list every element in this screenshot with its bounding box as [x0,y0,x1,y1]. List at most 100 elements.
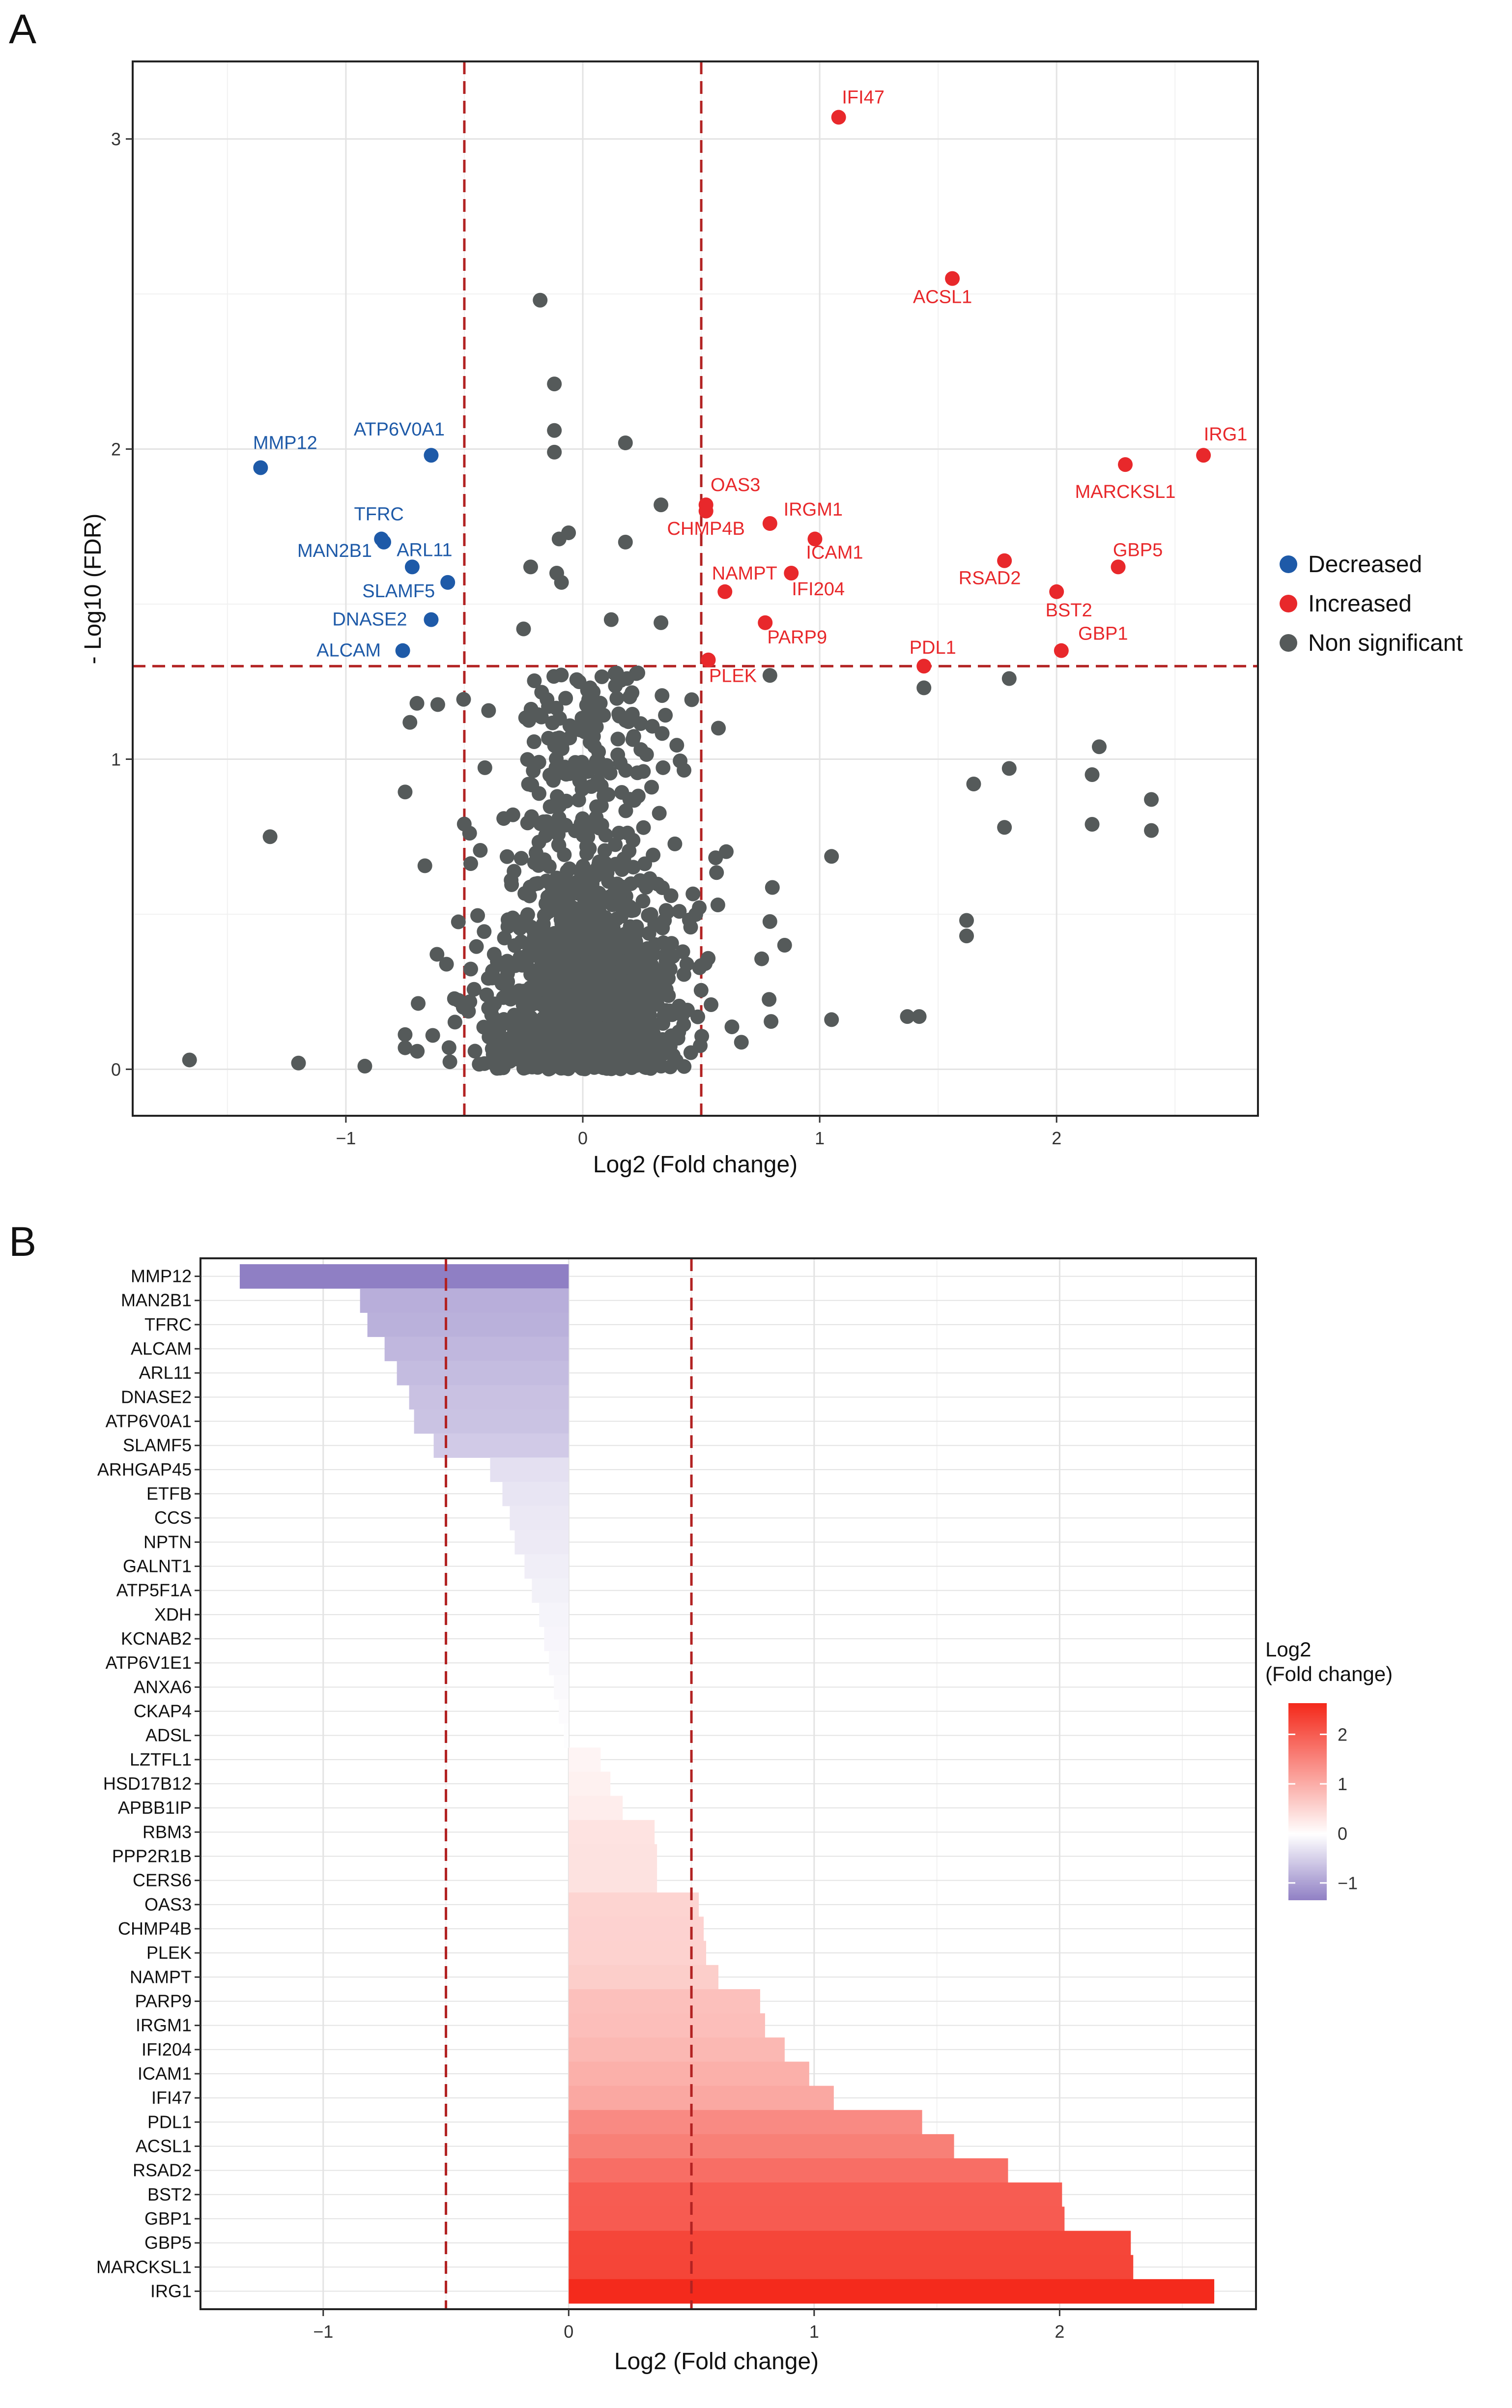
point-increased [762,516,777,531]
point-increased [1054,643,1069,658]
bar-ppp2r1b [569,1844,657,1869]
point-non-significant [606,921,621,936]
point-non-significant [441,1040,456,1055]
gene-label-increased: GBP5 [1113,540,1163,560]
point-non-significant [577,724,592,739]
point-non-significant [655,880,670,896]
category-label: ICAM1 [138,2063,192,2084]
color-legend-gradient [1288,1798,1327,1800]
point-non-significant [1091,739,1107,754]
category-label: ETFB [146,1483,192,1504]
color-legend-gradient [1288,1832,1327,1835]
point-non-significant [490,954,505,969]
point-non-significant [688,907,703,922]
point-non-significant [182,1052,197,1068]
x-tick-label: 1 [809,2321,819,2342]
color-legend-gradient [1288,1816,1327,1819]
bar-color-legend: Log2(Fold change) 2 1 0 −1 [1265,1638,1393,1900]
point-non-significant [603,612,619,627]
point-non-significant [673,753,688,768]
category-label: SLAMF5 [123,1435,192,1455]
bar-atp6v0a1 [414,1409,569,1434]
category-label: ADSL [145,1725,192,1745]
category-label: ATP5F1A [116,1580,192,1600]
color-legend-gradient [1288,1886,1327,1889]
color-legend-gradient [1288,1873,1327,1876]
point-non-significant [625,944,640,959]
color-legend-gradient [1288,1824,1327,1827]
point-non-significant [596,984,611,999]
point-non-significant [470,908,485,923]
point-non-significant [409,696,425,711]
bar-arl11 [397,1361,569,1386]
point-non-significant [527,855,542,870]
gene-label-increased: NAMPT [712,563,777,584]
color-legend-title: Log2 [1265,1638,1311,1661]
color-legend-gradient [1288,1797,1327,1799]
bar-parp9 [569,1989,760,2014]
gene-label-increased: PDL1 [910,638,956,658]
point-increased [701,652,716,667]
color-legend-gradient [1288,1828,1327,1830]
point-non-significant [591,704,606,720]
color-legend-gradient [1288,1782,1327,1784]
gene-label-increased: ICAM1 [806,543,863,563]
category-label: BST2 [147,2184,192,2205]
category-label: IFI47 [151,2088,192,2108]
legend-swatch [1280,555,1297,573]
color-legend-gradient [1288,1728,1327,1730]
point-non-significant [462,994,478,1009]
point-increased [807,531,823,547]
category-label: CCS [154,1508,192,1528]
point-decreased [395,643,410,658]
point-non-significant [579,816,595,831]
point-non-significant [466,982,482,997]
point-non-significant [291,1055,306,1071]
category-label: PPP2R1B [112,1846,192,1866]
bar-x-axis-title: Log2 (Fold change) [614,2349,819,2375]
color-legend-gradient [1288,1747,1327,1750]
point-non-significant [514,851,529,866]
point-non-significant [658,1003,673,1018]
category-label: CKAP4 [134,1701,192,1721]
color-legend-gradient [1288,1803,1327,1805]
point-non-significant [677,1059,692,1074]
point-non-significant [530,707,545,723]
point-non-significant [558,921,573,936]
point-non-significant [527,925,542,940]
legend-label: Non significant [1308,630,1463,656]
point-non-significant [690,1009,706,1024]
bar-alcam [384,1336,569,1362]
color-legend-gradient [1288,1718,1327,1720]
bar-bst2 [569,2182,1062,2207]
color-legend-gradient [1288,1745,1327,1748]
x-tick-label: −1 [313,2321,333,2342]
gene-label-increased: MARCKSL1 [1075,482,1176,502]
category-label: IRG1 [150,2281,192,2301]
point-increased [717,584,733,599]
point-non-significant [357,1059,372,1074]
point-non-significant [517,886,533,901]
legend-label: Increased [1308,591,1412,617]
point-non-significant [672,904,687,919]
volcano-y-ticks: 0 1 2 3 [111,129,133,1079]
color-legend-gradient [1288,1719,1327,1722]
category-label: PDL1 [147,2112,192,2132]
color-legend-gradient [1288,1708,1327,1711]
point-non-significant [762,992,777,1007]
point-non-significant [581,692,597,707]
point-non-significant [685,886,701,901]
category-label: MMP12 [131,1266,192,1286]
color-legend-gradient [1288,1858,1327,1861]
point-non-significant [528,876,543,892]
point-increased [1118,457,1133,472]
point-non-significant [683,920,698,935]
color-legend-gradient [1288,1734,1327,1737]
category-label: KCNAB2 [121,1628,192,1649]
color-legend-gradient [1288,1814,1327,1817]
bar-cers6 [569,1868,657,1893]
point-increased [831,110,846,125]
color-legend-gradient [1288,1777,1327,1779]
point-non-significant [623,876,638,891]
